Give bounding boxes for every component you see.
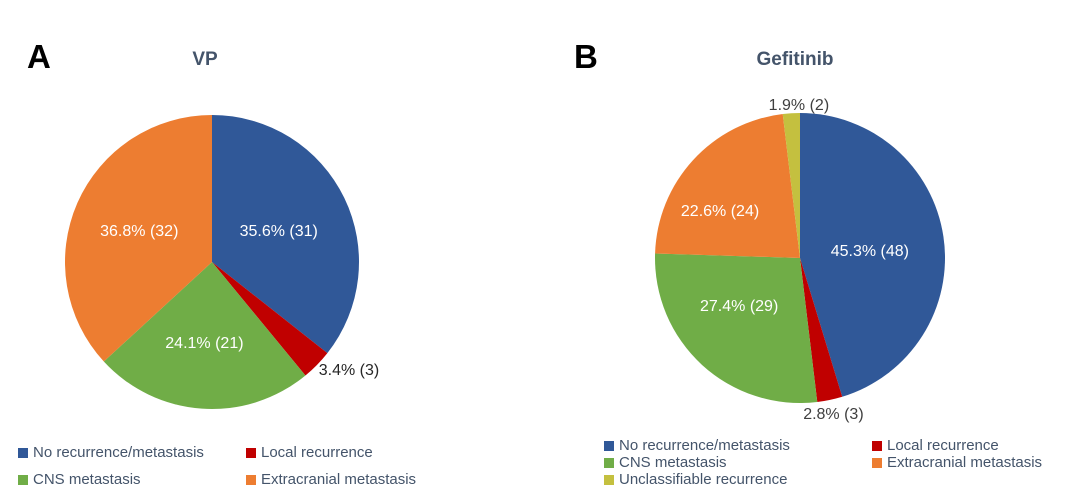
pie-b-slice-unclassifiable	[782, 113, 800, 258]
legend-swatch-extracranial	[246, 474, 256, 485]
legend-swatch-extracranial	[872, 457, 882, 468]
legend-b-item-local: Local recurrence	[872, 438, 999, 453]
legend-label-extracranial: Extracranial metastasis	[261, 471, 417, 488]
chart-title-vp: VP	[192, 49, 218, 70]
pie-b-slice-local	[800, 258, 843, 402]
legend-a-item-no_recurrence: No recurrence/metastasis	[18, 445, 204, 460]
legend-a-item-local: Local recurrence	[246, 445, 373, 460]
legend-a-item-cns: CNS metastasis	[18, 472, 141, 487]
legend-swatch-no_recurrence	[18, 447, 28, 458]
pie-b-slice-no_recurrence	[800, 113, 945, 397]
legend-a-item-extracranial: Extracranial metastasis	[246, 472, 416, 487]
legend-label-no_recurrence: No recurrence/metastasis	[33, 444, 204, 461]
panel-label-b: B	[574, 38, 598, 75]
panel-label-a: A	[27, 38, 51, 75]
legend-label-extracranial: Extracranial metastasis	[887, 454, 1043, 471]
pie-a-slice-cns	[103, 262, 306, 409]
legend-swatch-local	[872, 440, 882, 451]
legend-b-item-cns: CNS metastasis	[604, 455, 727, 470]
legend-swatch-unclassifiable	[604, 474, 614, 485]
legend-swatch-cns	[604, 457, 614, 468]
slice-label-a-extracranial: 36.8% (32)	[100, 223, 179, 241]
legend-b-item-extracranial: Extracranial metastasis	[872, 455, 1042, 470]
pie-a-slice-extracranial	[64, 114, 212, 362]
slice-label-b-extracranial: 22.6% (24)	[680, 203, 760, 221]
legend-label-no_recurrence: No recurrence/metastasis	[619, 437, 790, 454]
legend-swatch-no_recurrence	[604, 440, 614, 451]
slice-label-a-local: 3.4% (3)	[318, 362, 380, 380]
pie-b-slice-extracranial	[655, 114, 800, 259]
legend-label-local: Local recurrence	[887, 437, 999, 454]
slice-label-b-cns: 27.4% (29)	[700, 297, 779, 315]
slice-label-b-no_recurrence: 45.3% (48)	[830, 243, 910, 261]
slice-label-b-local: 2.8% (3)	[803, 405, 864, 423]
pie-a-slice-no_recurrence	[212, 115, 359, 354]
legend-b-item-no_recurrence: No recurrence/metastasis	[604, 438, 790, 453]
legend-label-unclassifiable: Unclassifiable recurrence	[619, 471, 788, 488]
legend-label-cns: CNS metastasis	[33, 471, 141, 488]
legend-label-cns: CNS metastasis	[619, 454, 727, 471]
pie-a-slice-local	[212, 262, 328, 376]
slice-label-a-no_recurrence: 35.6% (31)	[239, 222, 318, 240]
legend-label-local: Local recurrence	[261, 444, 373, 461]
slice-label-a-cns: 24.1% (21)	[165, 334, 244, 352]
pie-b-slice-cns	[655, 253, 818, 403]
chart-title-gefitinib: Gefitinib	[756, 49, 834, 70]
legend-swatch-local	[246, 447, 256, 458]
slice-label-b-unclassifiable: 1.9% (2)	[768, 97, 830, 115]
legend-b-item-unclassifiable: Unclassifiable recurrence	[604, 472, 787, 487]
legend-swatch-cns	[18, 474, 28, 485]
